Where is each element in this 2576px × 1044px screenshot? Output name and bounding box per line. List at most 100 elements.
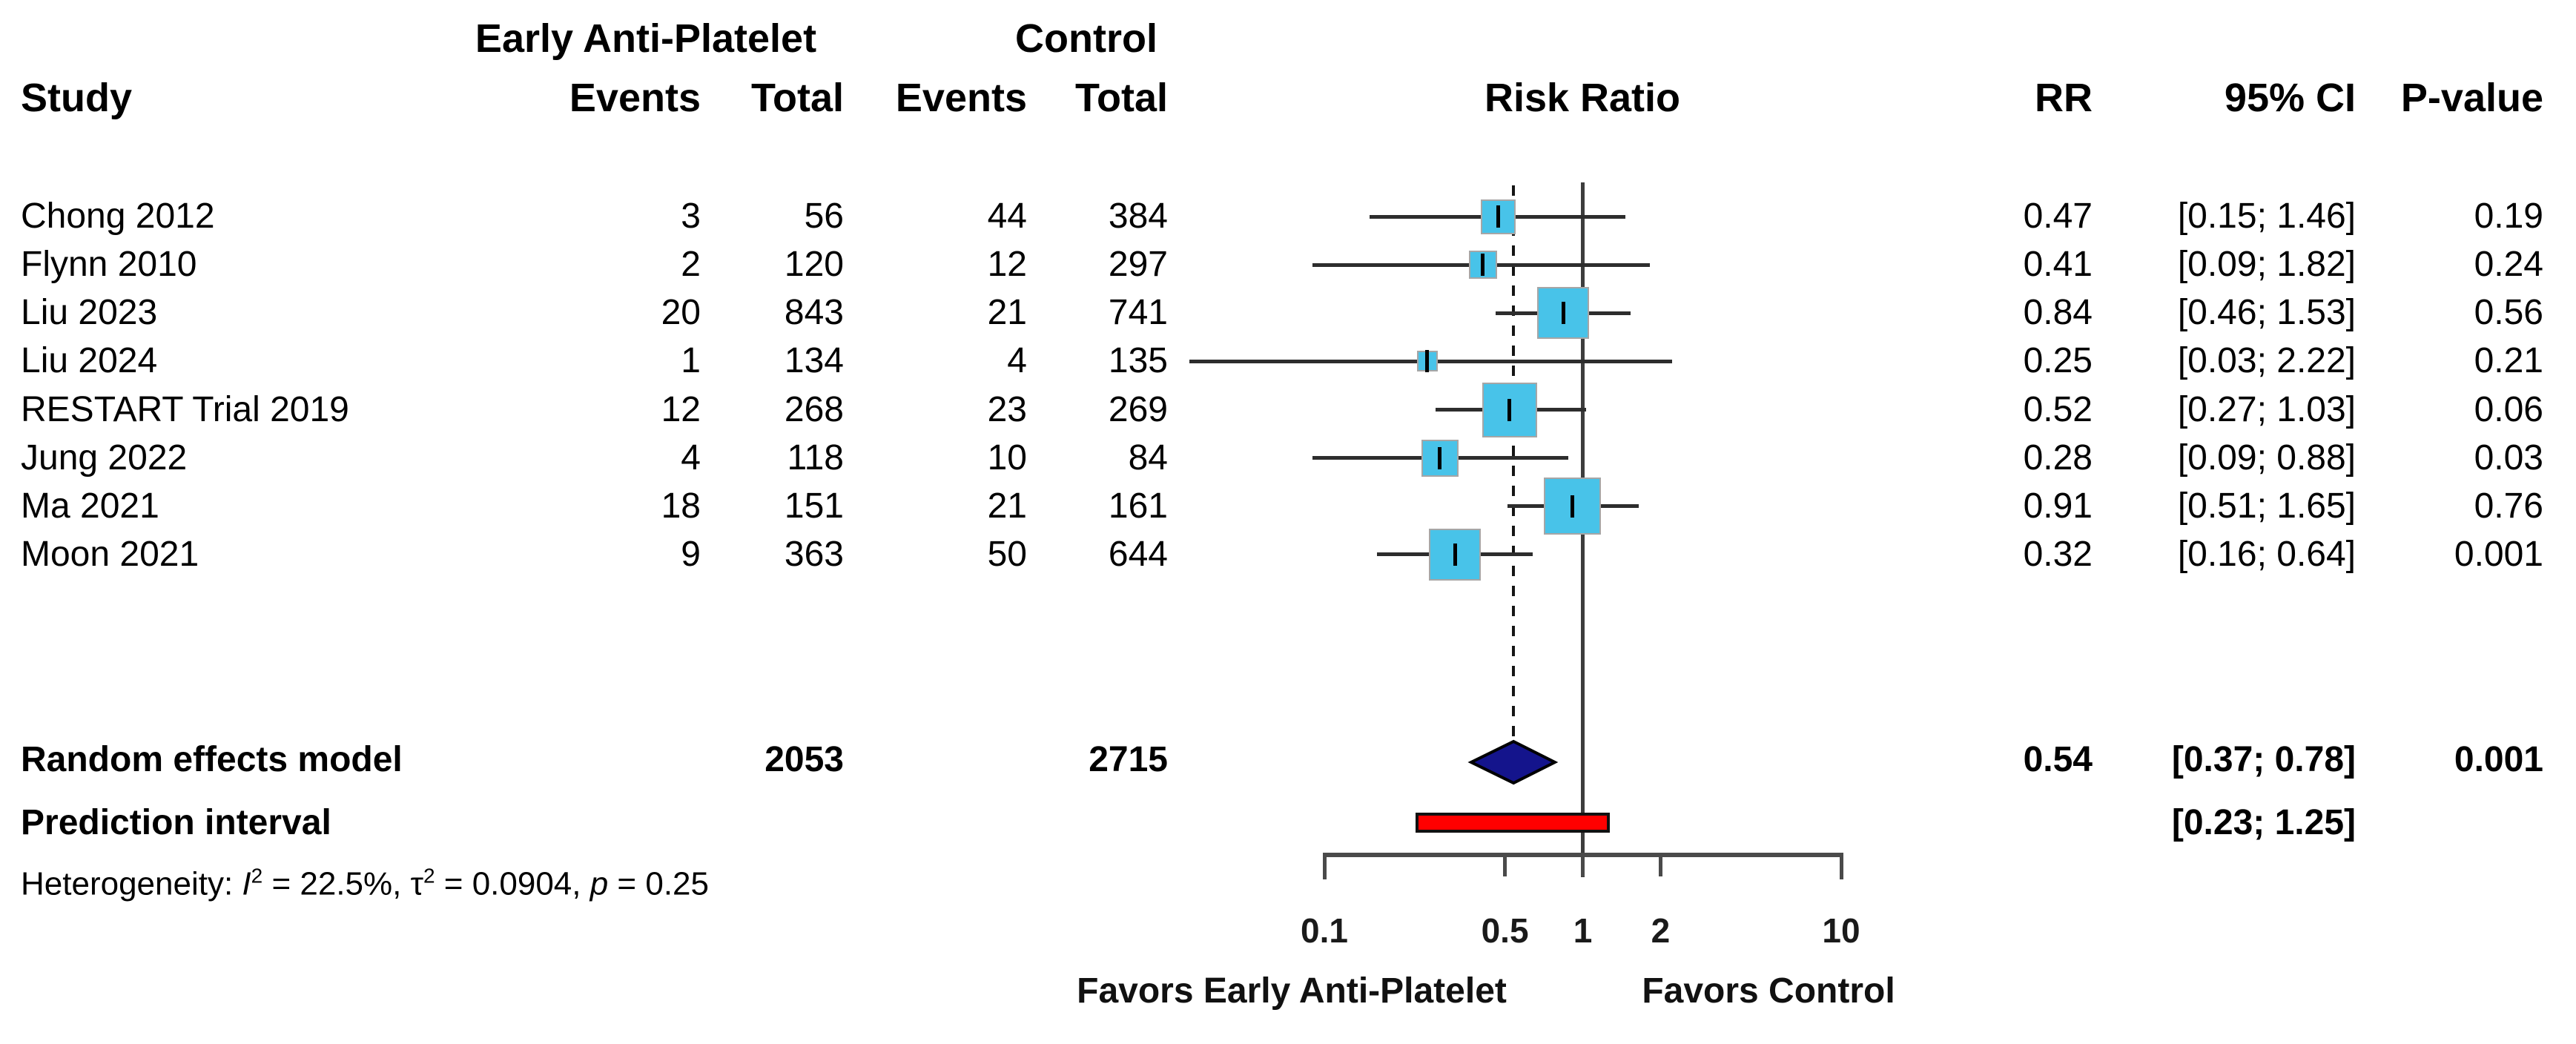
control-events-value: 21 xyxy=(987,486,1027,526)
rr-value: 0.84 xyxy=(2023,293,2093,333)
control-events-value: 4 xyxy=(1007,341,1027,381)
column-header-ci: 95% CI xyxy=(2224,76,2356,120)
eap-total-value: 56 xyxy=(804,196,844,236)
point-estimate-marker xyxy=(1438,446,1442,469)
column-header-rr: RR xyxy=(2035,76,2093,120)
control-events-value: 23 xyxy=(987,389,1027,429)
control-total-value: 384 xyxy=(1108,196,1168,236)
rr-value: 0.47 xyxy=(2023,196,2093,236)
summary-pvalue: 0.001 xyxy=(2454,740,2543,779)
rr-value: 0.52 xyxy=(2023,389,2093,429)
summary-row-label: Random effects model xyxy=(21,740,403,779)
group-header-early-anti-platelet: Early Anti-Platelet xyxy=(475,16,817,61)
study-label: RESTART Trial 2019 xyxy=(21,389,349,429)
ci-value: [0.03; 2.22] xyxy=(2177,341,2356,381)
axis-tick-label: 0.1 xyxy=(1301,911,1348,950)
point-estimate-marker xyxy=(1570,495,1574,518)
eap-events-value: 1 xyxy=(681,341,701,381)
control-total-value: 269 xyxy=(1108,389,1168,429)
prediction-interval-bar xyxy=(1416,813,1611,833)
axis-tick xyxy=(1322,853,1327,879)
point-estimate-marker xyxy=(1481,254,1485,277)
eap-total-value: 268 xyxy=(784,389,844,429)
study-label: Chong 2012 xyxy=(21,196,215,236)
pvalue-value: 0.19 xyxy=(2474,196,2543,236)
axis-tick xyxy=(1503,853,1507,876)
point-estimate-marker xyxy=(1425,350,1430,373)
ci-value: [0.51; 1.65] xyxy=(2177,486,2356,526)
prediction-interval-label: Prediction interval xyxy=(21,803,331,842)
eap-events-value: 9 xyxy=(681,534,701,574)
column-header-control-events: Events xyxy=(895,76,1027,120)
point-estimate-marker xyxy=(1561,302,1565,325)
study-label: Liu 2024 xyxy=(21,341,158,381)
eap-events-value: 3 xyxy=(681,196,701,236)
point-estimate-marker xyxy=(1496,205,1500,228)
pvalue-value: 0.03 xyxy=(2474,437,2543,478)
column-header-risk-ratio: Risk Ratio xyxy=(1484,76,1681,120)
rr-value: 0.41 xyxy=(2023,245,2093,285)
control-total-value: 135 xyxy=(1108,341,1168,381)
axis-tick-label: 1 xyxy=(1573,911,1593,950)
ci-value: [0.27; 1.03] xyxy=(2177,389,2356,429)
rr-value: 0.25 xyxy=(2023,341,2093,381)
control-total-value: 644 xyxy=(1108,534,1168,574)
weight-square xyxy=(1480,199,1516,234)
pvalue-value: 0.06 xyxy=(2474,389,2543,429)
axis-tick xyxy=(1839,853,1843,879)
ci-value: [0.15; 1.46] xyxy=(2177,196,2356,236)
summary-diamond xyxy=(1467,739,1559,785)
control-total-value: 161 xyxy=(1108,486,1168,526)
control-total-value: 741 xyxy=(1108,293,1168,333)
rr-value: 0.32 xyxy=(2023,534,2093,574)
eap-total-value: 134 xyxy=(784,341,844,381)
pooled-estimate-dashed-line xyxy=(1512,185,1516,747)
pvalue-value: 0.56 xyxy=(2474,293,2543,333)
point-estimate-marker xyxy=(1453,543,1457,566)
axis-tick-label: 10 xyxy=(1822,911,1860,950)
eap-events-value: 2 xyxy=(681,245,701,285)
heterogeneity-note: Heterogeneity: I2 = 22.5%, τ2 = 0.0904, … xyxy=(21,864,709,902)
group-header-control: Control xyxy=(1015,16,1157,61)
axis-tick-label: 0.5 xyxy=(1481,911,1529,950)
axis-tick-label: 2 xyxy=(1651,911,1671,950)
study-label: Jung 2022 xyxy=(21,437,188,478)
study-label: Ma 2021 xyxy=(21,486,159,526)
axis-tick xyxy=(1658,853,1662,876)
control-total-value: 84 xyxy=(1128,437,1168,478)
rr-value: 0.91 xyxy=(2023,486,2093,526)
ci-value: [0.16; 0.64] xyxy=(2177,534,2356,574)
ci-value: [0.09; 1.82] xyxy=(2177,245,2356,285)
ci-value: [0.46; 1.53] xyxy=(2177,293,2356,333)
eap-events-value: 4 xyxy=(681,437,701,478)
ci-value: [0.09; 0.88] xyxy=(2177,437,2356,478)
column-header-study: Study xyxy=(21,76,133,120)
eap-total-value: 118 xyxy=(787,437,844,478)
summary-eap-total: 2053 xyxy=(764,740,844,779)
eap-total-value: 151 xyxy=(784,486,844,526)
control-events-value: 44 xyxy=(987,196,1027,236)
study-label: Flynn 2010 xyxy=(21,245,197,285)
pvalue-value: 0.76 xyxy=(2474,486,2543,526)
column-header-eap-events: Events xyxy=(569,76,701,120)
eap-events-value: 18 xyxy=(661,486,701,526)
favors-left-label: Favors Early Anti-Platelet xyxy=(1077,971,1507,1011)
summary-ci: [0.37; 0.78] xyxy=(2171,740,2356,779)
rr-value: 0.28 xyxy=(2023,437,2093,478)
control-events-value: 50 xyxy=(987,534,1027,574)
summary-rr: 0.54 xyxy=(2023,740,2093,779)
eap-events-value: 20 xyxy=(661,293,701,333)
pvalue-value: 0.21 xyxy=(2474,341,2543,381)
study-label: Moon 2021 xyxy=(21,534,199,574)
eap-total-value: 843 xyxy=(784,293,844,333)
eap-total-value: 120 xyxy=(784,245,844,285)
column-header-control-total: Total xyxy=(1075,76,1168,120)
column-header-pvalue: P-value xyxy=(2400,76,2543,120)
control-events-value: 21 xyxy=(987,293,1027,333)
control-total-value: 297 xyxy=(1108,245,1168,285)
pvalue-value: 0.001 xyxy=(2454,534,2543,574)
study-label: Liu 2023 xyxy=(21,293,158,333)
favors-right-label: Favors Control xyxy=(1642,971,1895,1011)
axis-tick xyxy=(1581,853,1585,876)
